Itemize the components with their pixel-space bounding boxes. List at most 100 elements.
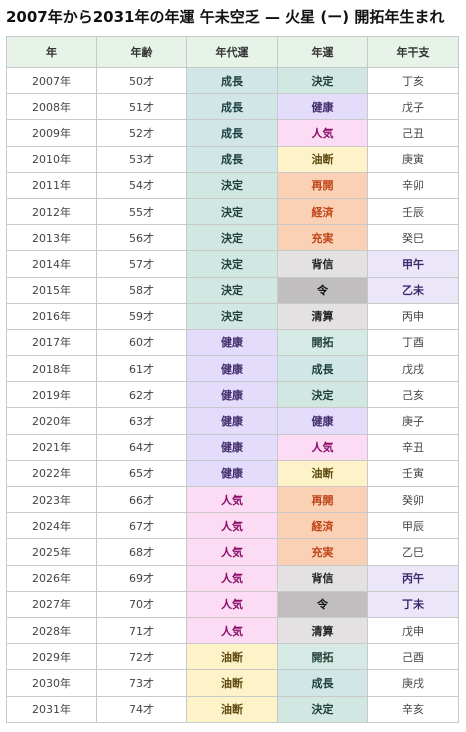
annual-fortune-cell: 令 — [277, 276, 368, 304]
annual-fortune-cell: 決定 — [277, 381, 368, 409]
age-cell: 52才 — [96, 119, 187, 147]
year-cell: 2030年 — [6, 669, 97, 697]
table-row: 2020年 63才 健康 健康 庚子 — [6, 407, 459, 435]
annual-fortune-cell: 経済 — [277, 512, 368, 540]
decade-fortune-cell: 決定 — [186, 224, 278, 252]
decade-fortune-cell: 健康 — [186, 459, 278, 488]
table-row: 2017年 60才 健康 開拓 丁酉 — [6, 328, 459, 357]
decade-fortune-cell: 健康 — [186, 433, 278, 461]
annual-fortune-cell: 人気 — [277, 433, 368, 461]
year-cell: 2027年 — [6, 590, 97, 618]
annual-fortune-cell: 油断 — [277, 145, 368, 173]
age-cell: 71才 — [96, 616, 187, 645]
table-row: 2027年 70才 人気令丁未 — [6, 590, 459, 618]
age-cell: 59才 — [96, 302, 187, 330]
age-cell: 62才 — [96, 381, 187, 409]
table-row: 2009年 52才 成長 人気 己丑 — [6, 119, 459, 147]
decade-fortune-cell: 油断 — [186, 643, 278, 671]
decade-fortune-cell: 決定 — [186, 250, 278, 278]
column-header-year: 年 — [6, 36, 97, 68]
zodiac-stem-cell: 癸卯 — [367, 485, 459, 514]
table-row: 2013年 56才 決定 充実 癸巳 — [6, 224, 459, 252]
year-cell: 2017年 — [6, 328, 97, 357]
annual-fortune-cell: 背信 — [277, 250, 368, 278]
annual-fortune-cell: 背信 — [277, 564, 368, 592]
year-cell: 2010年 — [6, 145, 97, 173]
table-row: 2024年 67才 人気 経済 甲辰 — [6, 512, 459, 540]
annual-fortune-cell: 清算 — [277, 616, 368, 645]
decade-fortune-cell: 決定 — [186, 276, 278, 304]
year-cell: 2015年 — [6, 276, 97, 304]
table-row: 2014年 57才 決定 背信 甲午 — [6, 250, 459, 278]
age-cell: 57才 — [96, 250, 187, 278]
table-row: 2023年 66才 人気 再開 癸卯 — [6, 485, 459, 514]
zodiac-stem-cell: 壬辰 — [367, 197, 459, 226]
zodiac-stem-cell: 戊子 — [367, 93, 459, 121]
zodiac-stem-cell: 庚戌 — [367, 669, 459, 697]
age-cell: 69才 — [96, 564, 187, 592]
table-row: 2019年 62才 健康 決定 己亥 — [6, 381, 459, 409]
age-cell: 70才 — [96, 590, 187, 618]
table-header: 年 年齢 年代運 年運 年干支 — [6, 36, 459, 68]
page-title: 2007年から2031年の年運 午未空乏 — 火星 (ー) 開拓年生まれ — [6, 8, 445, 26]
age-cell: 50才 — [96, 66, 187, 95]
zodiac-stem-cell: 辛丑 — [367, 433, 459, 461]
year-cell: 2007年 — [6, 66, 97, 95]
year-cell: 2020年 — [6, 407, 97, 435]
annual-fortune-cell: 決定 — [277, 695, 368, 723]
column-header-decade-fortune: 年代運 — [186, 36, 278, 68]
annual-fortune-cell: 成長 — [277, 669, 368, 697]
decade-fortune-cell: 決定 — [186, 302, 278, 330]
zodiac-stem-cell: 癸巳 — [367, 224, 459, 252]
zodiac-stem-cell: 庚寅 — [367, 145, 459, 173]
zodiac-stem-cell: 辛亥 — [367, 695, 459, 723]
annual-fortune-cell: 令 — [277, 590, 368, 618]
age-cell: 67才 — [96, 512, 187, 540]
table-row: 2028年 71才 人気 清算 戊申 — [6, 616, 459, 645]
annual-fortune-cell: 人気 — [277, 119, 368, 147]
year-cell: 2018年 — [6, 355, 97, 383]
age-cell: 66才 — [96, 485, 187, 514]
decade-fortune-cell: 成長 — [186, 145, 278, 173]
decade-fortune-cell: 成長 — [186, 119, 278, 147]
age-cell: 61才 — [96, 355, 187, 383]
year-cell: 2022年 — [6, 459, 97, 488]
decade-fortune-cell: 人気 — [186, 538, 278, 566]
age-cell: 56才 — [96, 224, 187, 252]
table-row: 2022年 65才 健康 油断 壬寅 — [6, 459, 459, 488]
age-cell: 55才 — [96, 197, 187, 226]
header-row: 年 年齢 年代運 年運 年干支 — [6, 36, 459, 68]
zodiac-stem-cell: 丙午 — [367, 564, 459, 592]
table-row: 2031年 74才 油断 決定 辛亥 — [6, 695, 459, 723]
zodiac-stem-cell: 丁亥 — [367, 66, 459, 95]
table-row: 2011年 54才 決定 再開 辛卯 — [6, 171, 459, 199]
column-header-zodiac-stem: 年干支 — [367, 36, 459, 68]
age-cell: 63才 — [96, 407, 187, 435]
age-cell: 64才 — [96, 433, 187, 461]
year-cell: 2014年 — [6, 250, 97, 278]
zodiac-stem-cell: 戊申 — [367, 616, 459, 645]
year-cell: 2023年 — [6, 485, 97, 514]
table-row: 2016年 59才 決定 清算 丙申 — [6, 302, 459, 330]
table-row: 2018年 61才 健康 成長 戊戌 — [6, 355, 459, 383]
zodiac-stem-cell: 己丑 — [367, 119, 459, 147]
decade-fortune-cell: 人気 — [186, 616, 278, 645]
annual-fortune-cell: 油断 — [277, 459, 368, 488]
zodiac-stem-cell: 乙巳 — [367, 538, 459, 566]
year-cell: 2029年 — [6, 643, 97, 671]
table-row: 2030年 73才 油断 成長 庚戌 — [6, 669, 459, 697]
age-cell: 58才 — [96, 276, 187, 304]
year-cell: 2028年 — [6, 616, 97, 645]
annual-fortune-cell: 決定 — [277, 66, 368, 95]
table-body: 2007年 50才 成長 決定 丁亥 2008年 51才 成長 健康 戊子 2009年 52才 成長 人気… — [6, 66, 459, 723]
zodiac-stem-cell: 丙申 — [367, 302, 459, 330]
annual-fortune-cell: 再開 — [277, 171, 368, 199]
decade-fortune-cell: 健康 — [186, 328, 278, 357]
year-cell: 2021年 — [6, 433, 97, 461]
table-row: 2025年 68才 人気 充実 乙巳 — [6, 538, 459, 566]
year-cell: 2026年 — [6, 564, 97, 592]
zodiac-stem-cell: 壬寅 — [367, 459, 459, 488]
decade-fortune-cell: 健康 — [186, 381, 278, 409]
decade-fortune-cell: 健康 — [186, 355, 278, 383]
table-row: 2010年 53才 成長 油断 庚寅 — [6, 145, 459, 173]
